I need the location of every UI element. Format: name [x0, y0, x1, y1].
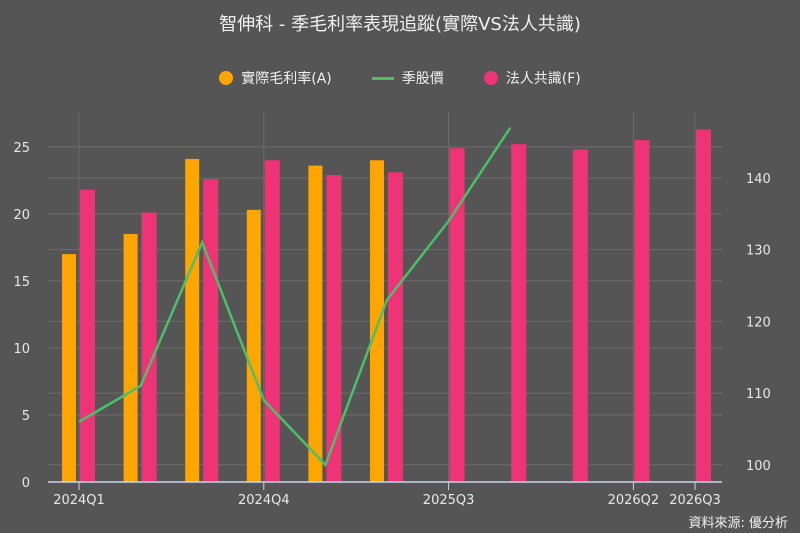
bar-consensus [696, 129, 711, 482]
legend-swatch-actual [219, 71, 234, 85]
left-tick-label: 0 [22, 476, 30, 491]
bar-consensus [634, 140, 650, 483]
chart-title: 智伸科 - 季毛利率表現追蹤(實際VS法人共識) [219, 14, 581, 35]
legend: 實際毛利率(A) 季股價 法人共識(F) [0, 68, 800, 88]
legend-swatch-consensus [483, 71, 498, 85]
legend-label-consensus: 法人共識(F) [505, 71, 581, 87]
x-tick-label: 2024Q1 [53, 493, 105, 508]
legend-label-price: 季股價 [401, 71, 444, 87]
bar-consensus [141, 212, 157, 483]
bar-consensus [572, 149, 588, 482]
bar-actual [246, 209, 261, 483]
x-tick-label: 2024Q4 [238, 493, 290, 508]
bar-consensus [388, 172, 403, 482]
bar-consensus [449, 148, 465, 482]
bar-actual [123, 233, 138, 482]
right-tick-label: 100 [746, 459, 771, 474]
right-tick-label: 140 [746, 172, 771, 187]
source-note: 資料來源: 優分析 [688, 516, 788, 531]
right-tick-label: 120 [746, 315, 771, 330]
x-tick-label: 2025Q3 [423, 493, 475, 508]
bar-actual [185, 158, 200, 482]
x-tick-label: 2026Q2 [608, 493, 660, 508]
bar-actual [62, 254, 76, 482]
legend-label-actual: 實際毛利率(A) [241, 71, 332, 87]
bar-actual [308, 165, 323, 483]
left-tick-label: 15 [13, 275, 30, 290]
right-tick-label: 110 [746, 387, 771, 402]
legend-swatch-price [371, 76, 394, 80]
bar-consensus [80, 189, 95, 483]
left-tick-label: 25 [13, 141, 30, 156]
right-tick-label: 130 [746, 244, 771, 259]
x-tick-label: 2026Q3 [669, 493, 721, 508]
bar-consensus [203, 179, 219, 482]
legend-item-consensus[interactable]: 法人共識(F) [483, 68, 581, 88]
bar-consensus [326, 175, 342, 482]
bar-actual [370, 160, 384, 482]
left-tick-label: 5 [22, 409, 30, 424]
bar-consensus [511, 144, 527, 482]
bar-consensus [264, 160, 280, 482]
price-line [78, 127, 512, 468]
legend-item-actual[interactable]: 實際毛利率(A) [219, 68, 332, 88]
legend-item-price[interactable]: 季股價 [371, 68, 444, 88]
left-tick-label: 10 [13, 342, 30, 357]
left-tick-label: 20 [13, 208, 30, 223]
